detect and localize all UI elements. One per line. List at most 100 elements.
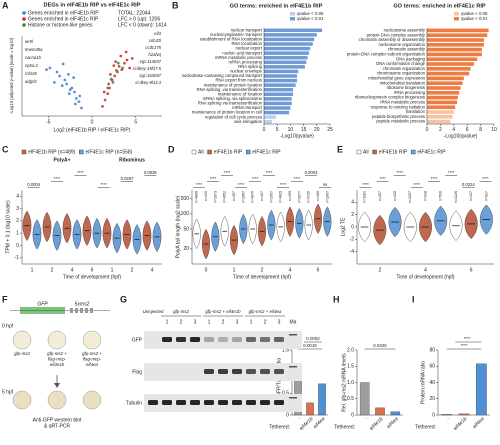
gene-label: zgc:163057	[138, 73, 161, 78]
legend-marker	[22, 11, 26, 15]
band	[246, 337, 256, 342]
point	[107, 82, 111, 86]
band	[176, 337, 186, 342]
n-label: n=4809	[195, 191, 199, 203]
panel-letter: F	[2, 294, 8, 304]
legend-label: eIF4E1b RIP	[379, 149, 408, 155]
point	[101, 105, 104, 108]
x-axis-label: -Log10(qvalue)	[280, 133, 314, 139]
p-value: 0.0004	[27, 182, 40, 187]
bar	[427, 66, 471, 71]
chart-title: GO terms: enriched in eIF4E1c RIP	[393, 3, 486, 9]
ms2-box	[75, 308, 78, 313]
y-tick-label: 40	[429, 380, 435, 386]
violin	[82, 215, 92, 246]
violin	[102, 218, 112, 249]
band	[218, 400, 228, 405]
y-tick-label: -1	[15, 255, 20, 261]
category-label: translation	[406, 109, 426, 114]
category-label: nucleocytoplasmic transport	[210, 32, 263, 37]
gene-label: cacna1b	[25, 55, 42, 60]
y-axis-label: Rel. gfp-ms2 mRNA levels	[341, 353, 347, 412]
band	[204, 337, 214, 342]
point	[45, 68, 48, 71]
n-label: n=4829	[279, 191, 283, 203]
y-tick-label: 0	[286, 412, 289, 418]
point	[52, 81, 56, 84]
point	[80, 106, 83, 110]
embryo-label: gfp-ms2 +	[47, 351, 67, 356]
marker-label: Ma	[290, 319, 297, 325]
y-axis-label: TPM + 0.1 (log10 scale)	[5, 200, 11, 254]
x-tick-label: 6	[470, 267, 473, 273]
y-tick-label: 2	[351, 212, 354, 218]
y-tick-label: 80	[429, 347, 435, 353]
legend-swatch	[290, 17, 295, 21]
category-label: rRNA metabolic process	[380, 100, 425, 105]
n-label: n=516	[439, 191, 443, 201]
point	[117, 65, 121, 68]
category-label: mitochondrial gene expression	[368, 76, 425, 81]
bar	[264, 78, 297, 83]
y-tick-label: 60	[429, 364, 435, 370]
violin	[72, 219, 82, 250]
category-label: mRNA transport	[232, 105, 263, 110]
legend-label: eIF4E1c RIP	[417, 149, 446, 155]
y-tick-label: 20	[183, 246, 189, 252]
violin	[304, 209, 313, 241]
category-label: RNA localization	[232, 41, 263, 46]
x-tick-label: 4	[452, 127, 455, 133]
legend-swatch	[454, 17, 459, 21]
band	[176, 400, 186, 405]
violin	[122, 219, 132, 250]
point	[109, 77, 113, 81]
bar	[427, 95, 458, 100]
x-tick-label: 4	[71, 267, 74, 273]
legend-marker	[22, 17, 26, 21]
legend-label: qvalue < 0.01	[297, 16, 324, 21]
gene-label: si:dkey-8l13.4	[135, 80, 162, 85]
legend-label: Genes enriched in eIF4E1c RIP	[28, 16, 99, 22]
violin	[142, 220, 152, 251]
bar	[458, 413, 470, 416]
category-label: RNA splicing	[238, 64, 262, 69]
x-tick-label: -	[364, 416, 370, 422]
embryo	[47, 390, 67, 410]
violin	[358, 211, 372, 243]
bar	[264, 28, 323, 33]
x-tick-label: 0	[205, 267, 208, 273]
point	[77, 100, 81, 103]
violin	[211, 221, 220, 252]
band	[162, 400, 172, 405]
legend-marker	[22, 23, 26, 27]
n-label: n=1207	[408, 191, 412, 203]
legend-label: All	[363, 149, 369, 155]
band	[274, 369, 284, 374]
point	[60, 84, 64, 87]
lane-label: 1	[208, 319, 211, 325]
x-axis-label: Tethered:	[415, 424, 436, 430]
embryo	[12, 390, 32, 410]
violin	[295, 208, 304, 239]
lane-label: 2	[264, 319, 267, 325]
y-axis-label: Protein:mRNA ratio	[420, 361, 426, 404]
p-value: 0.0036	[144, 170, 157, 175]
point	[114, 60, 118, 63]
category-label: nucleic acid transport	[222, 50, 262, 55]
group-label: Uninjected	[143, 309, 164, 314]
p-value: ****	[461, 343, 468, 348]
category-label: nuclear transport	[231, 27, 263, 32]
point	[68, 88, 72, 91]
point	[67, 92, 71, 95]
point	[121, 66, 125, 70]
band	[204, 369, 214, 374]
violin	[285, 206, 295, 237]
x-tick-label: 4	[424, 267, 427, 273]
violin	[229, 224, 239, 256]
x-tick-label: 1	[233, 267, 236, 273]
embryo-label: flag-mcp-	[48, 357, 67, 362]
point	[106, 92, 110, 95]
gene-label: ier5l	[25, 39, 34, 44]
blot-strip	[144, 331, 302, 349]
bar	[264, 119, 272, 124]
